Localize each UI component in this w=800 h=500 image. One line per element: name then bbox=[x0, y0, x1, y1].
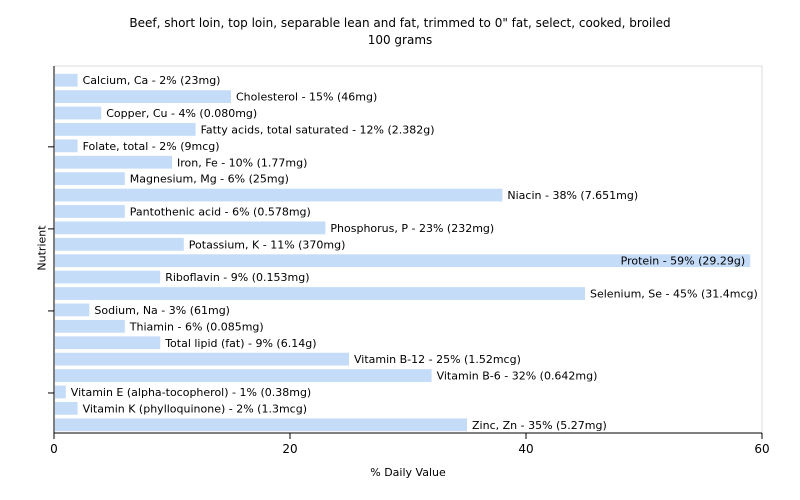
bar-label: Niacin - 38% (7.651mg) bbox=[507, 189, 638, 202]
bar bbox=[55, 303, 90, 317]
x-tick-label: 0 bbox=[50, 442, 58, 456]
chart-subtitle: 100 grams bbox=[367, 33, 433, 47]
bar-label: Copper, Cu - 4% (0.080mg) bbox=[106, 107, 257, 120]
bar bbox=[55, 73, 78, 87]
bar-label: Selenium, Se - 45% (31.4mcg) bbox=[590, 288, 758, 301]
bar-label: Calcium, Ca - 2% (23mg) bbox=[83, 74, 221, 87]
bar bbox=[55, 352, 349, 366]
bar-label: Folate, total - 2% (9mcg) bbox=[83, 140, 220, 153]
bar-label: Phosphorus, P - 23% (232mg) bbox=[330, 222, 494, 235]
bar-label: Iron, Fe - 10% (1.77mg) bbox=[177, 156, 307, 169]
bar-label: Cholesterol - 15% (46mg) bbox=[236, 91, 377, 104]
x-tick-label: 60 bbox=[754, 442, 769, 456]
bar bbox=[55, 172, 125, 186]
bar bbox=[55, 123, 196, 136]
bar-label: Vitamin B-6 - 32% (0.642mg) bbox=[437, 370, 598, 383]
bar bbox=[55, 270, 161, 284]
bar bbox=[55, 188, 503, 202]
bar-label: Thiamin - 6% (0.085mg) bbox=[129, 320, 264, 333]
bar-label: Potassium, K - 11% (370mg) bbox=[189, 238, 346, 251]
x-tick-label: 40 bbox=[518, 442, 533, 456]
bar-label: Total lipid (fat) - 9% (6.14g) bbox=[164, 337, 316, 350]
bar-label: Magnesium, Mg - 6% (25mg) bbox=[130, 173, 289, 186]
bar bbox=[55, 221, 326, 235]
bar-label: Fatty acids, total saturated - 12% (2.38… bbox=[201, 123, 435, 136]
bar-label: Pantothenic acid - 6% (0.578mg) bbox=[130, 205, 311, 218]
bar bbox=[55, 418, 467, 432]
bar bbox=[55, 139, 78, 153]
x-axis-label: % Daily Value bbox=[370, 466, 446, 479]
bar-label: Riboflavin - 9% (0.153mg) bbox=[165, 271, 309, 284]
bar bbox=[55, 319, 125, 333]
y-axis-label: Nutrient bbox=[35, 225, 49, 271]
bar bbox=[55, 385, 66, 399]
x-tick-label: 20 bbox=[282, 442, 297, 456]
bar-label: Vitamin E (alpha-tocopherol) - 1% (0.38m… bbox=[71, 386, 311, 399]
bar bbox=[55, 237, 184, 251]
bar bbox=[55, 336, 161, 350]
bar bbox=[55, 254, 751, 268]
bar bbox=[55, 401, 78, 415]
bar-label: Zinc, Zn - 35% (5.27mg) bbox=[472, 419, 607, 432]
bar bbox=[55, 155, 172, 169]
bar bbox=[55, 205, 125, 218]
bar-label: Vitamin K (phylloquinone) - 2% (1.3mcg) bbox=[83, 402, 307, 415]
bar bbox=[55, 90, 231, 104]
bar-label: Protein - 59% (29.29g) bbox=[621, 255, 746, 268]
bar bbox=[55, 369, 432, 382]
bar bbox=[55, 106, 102, 120]
bar-label: Sodium, Na - 3% (61mg) bbox=[94, 304, 230, 317]
chart-title: Beef, short loin, top loin, separable le… bbox=[129, 16, 671, 30]
bar bbox=[55, 287, 585, 300]
bar-label: Vitamin B-12 - 25% (1.52mcg) bbox=[354, 353, 521, 366]
